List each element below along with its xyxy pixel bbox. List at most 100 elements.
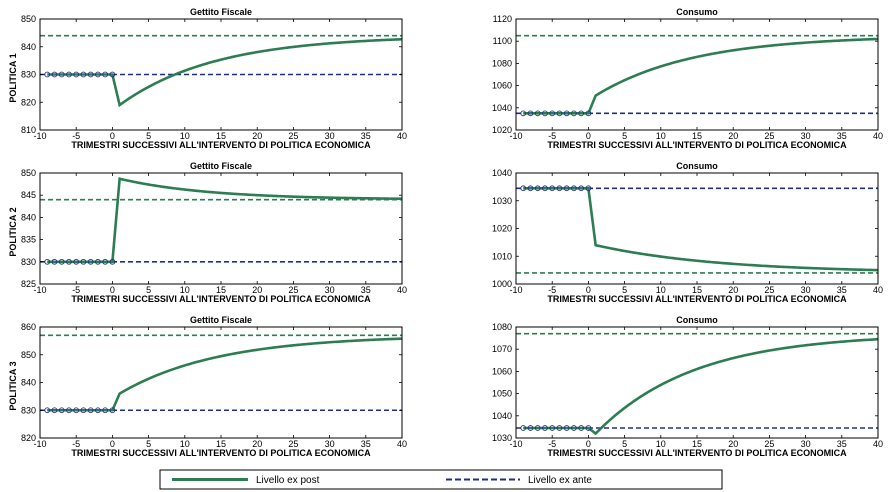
chart-title: Gettito Fiscale — [190, 161, 252, 171]
marker-point — [73, 258, 80, 265]
legend-box — [159, 469, 723, 490]
y-tick-label: 820 — [21, 97, 36, 107]
marker-point — [80, 258, 87, 265]
y-tick-label: 860 — [21, 322, 36, 332]
marker-point — [571, 110, 577, 117]
y-tick-label: 1020 — [492, 224, 512, 234]
marker-point — [80, 71, 87, 78]
x-tick-label: 15 — [692, 439, 702, 449]
x-tick-label: 30 — [325, 131, 335, 141]
marker-point — [571, 425, 577, 431]
x-tick-label: 30 — [801, 131, 811, 141]
marker-point — [109, 258, 116, 265]
marker-point — [549, 425, 556, 431]
marker-point — [549, 185, 556, 192]
y-tick-label: 1040 — [492, 411, 512, 421]
y-tick-label: 840 — [21, 378, 36, 388]
marker-point — [585, 185, 592, 192]
y-tick-label: 1120 — [493, 14, 512, 24]
marker-point — [51, 407, 58, 414]
x-tick-label: 25 — [288, 131, 298, 141]
series-expost-line — [47, 337, 403, 412]
marker-point — [87, 258, 94, 265]
y-tick-label: 1000 — [492, 279, 512, 289]
x-tick-label: -5 — [72, 439, 80, 449]
x-axis-label: TRIMESTRI SUCCESSIVI ALL'INTERVENTO DI P… — [71, 140, 371, 150]
marker-point — [73, 71, 80, 78]
x-tick-label: -10 — [33, 285, 46, 295]
y-tick-label: 810 — [21, 125, 36, 135]
x-tick-label: 15 — [216, 285, 226, 295]
chart-title: Consumo — [676, 161, 718, 171]
x-tick-label: -10 — [33, 131, 46, 141]
x-tick-label: 20 — [252, 285, 262, 295]
x-tick-label: 15 — [692, 285, 702, 295]
series-expost-line — [47, 177, 403, 264]
x-tick-label: 5 — [146, 131, 151, 141]
y-tick-label: 1080 — [492, 322, 512, 332]
x-tick-label: -10 — [33, 439, 46, 449]
y-tick-label: 1030 — [492, 433, 512, 443]
chart-title: Gettito Fiscale — [190, 315, 252, 325]
x-tick-label: 0 — [586, 131, 591, 141]
marker-point — [102, 407, 109, 414]
y-tick-label: 1100 — [493, 36, 512, 46]
series-expost-line — [523, 186, 879, 272]
x-tick-label: 35 — [837, 285, 847, 295]
chart-panel-4: Consumo -10 -5 0 5 10 15 20 25 30 35 40 1000 1010 1020… — [492, 161, 883, 304]
x-tick-label: -10 — [509, 285, 522, 295]
x-tick-label: 10 — [180, 131, 190, 141]
x-tick-label: 5 — [146, 285, 151, 295]
marker-point — [578, 110, 585, 117]
marker-point — [542, 110, 548, 117]
marker-point — [556, 185, 563, 192]
x-tick-label: 10 — [656, 285, 666, 295]
y-tick-label: 1080 — [492, 58, 512, 68]
y-tick-label: 840 — [21, 42, 36, 52]
x-tick-label: 10 — [656, 131, 666, 141]
x-tick-label: 40 — [873, 131, 883, 141]
series-expost-line — [47, 37, 403, 108]
x-tick-label: 15 — [216, 439, 226, 449]
x-tick-label: 30 — [801, 439, 811, 449]
x-tick-label: 25 — [764, 131, 774, 141]
marker-point — [571, 185, 577, 192]
chart-title: Consumo — [676, 7, 718, 17]
x-tick-label: 35 — [837, 131, 847, 141]
x-tick-label: -5 — [548, 439, 556, 449]
marker-point — [520, 110, 527, 117]
marker-point — [87, 407, 94, 414]
x-axis-label: TRIMESTRI SUCCESSIVI ALL'INTERVENTO DI P… — [547, 140, 847, 150]
y-tick-label: 835 — [21, 235, 36, 245]
x-tick-label: -5 — [548, 285, 556, 295]
marker-point — [44, 71, 51, 78]
marker-point — [556, 110, 563, 117]
marker-point — [585, 425, 592, 431]
y-tick-label: 840 — [21, 212, 36, 222]
x-tick-label: 40 — [397, 285, 407, 295]
marker-point — [73, 407, 80, 414]
chart-title: Consumo — [676, 315, 718, 325]
axes-frame — [39, 172, 403, 285]
legend: Livello ex post Livello ex ante — [159, 469, 723, 490]
x-tick-label: 40 — [397, 439, 407, 449]
x-tick-label: 5 — [622, 285, 627, 295]
y-tick-label: 1020 — [492, 125, 512, 135]
marker-point — [58, 258, 65, 265]
marker-point — [102, 71, 109, 78]
x-tick-label: 30 — [325, 285, 335, 295]
marker-point — [534, 425, 541, 431]
x-tick-label: 40 — [397, 131, 407, 141]
marker-point — [109, 407, 116, 414]
x-tick-label: -5 — [72, 131, 80, 141]
marker-point — [80, 407, 87, 414]
chart-panel-2: Consumo -10 -5 0 5 10 15 20 25 30 35 40 1020 1040 1060… — [492, 7, 883, 150]
x-tick-label: 40 — [873, 439, 883, 449]
marker-point — [534, 110, 541, 117]
chart-panel-6: Consumo -10 -5 0 5 10 15 20 25 30 35 40 1030 1040 1050… — [492, 315, 883, 458]
marker-point — [58, 407, 65, 414]
y-tick-label: 1060 — [492, 81, 512, 91]
marker-point — [578, 425, 585, 431]
y-tick-label: 830 — [21, 70, 36, 80]
